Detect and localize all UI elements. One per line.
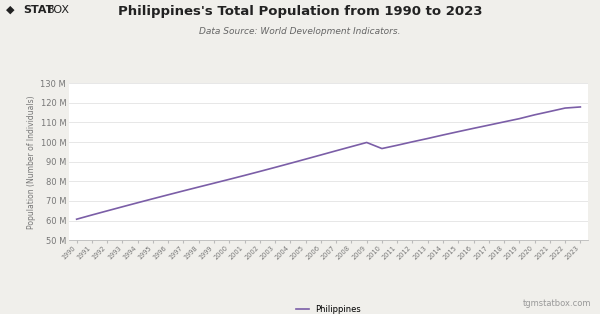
Philippines (546, 110, 553, 113)
Text: ◆: ◆ (6, 5, 14, 15)
Philippines (180, 189, 187, 193)
Philippines (271, 165, 278, 169)
Philippines (73, 217, 80, 221)
Philippines (485, 123, 493, 127)
Philippines (241, 174, 248, 177)
Line: Philippines: Philippines (77, 107, 580, 219)
Philippines (302, 157, 309, 161)
Philippines (470, 127, 477, 130)
Philippines (287, 161, 294, 165)
Philippines (211, 181, 218, 185)
Text: STAT: STAT (23, 5, 53, 15)
Text: tgmstatbox.com: tgmstatbox.com (523, 299, 591, 308)
Philippines (134, 201, 141, 205)
Philippines (562, 106, 569, 110)
Philippines (348, 145, 355, 149)
Philippines (531, 113, 538, 117)
Text: Data Source: World Development Indicators.: Data Source: World Development Indicator… (199, 27, 401, 36)
Text: BOX: BOX (47, 5, 70, 15)
Philippines (455, 130, 462, 133)
Philippines (379, 147, 386, 150)
Y-axis label: Population (Number of Individuals): Population (Number of Individuals) (28, 95, 37, 229)
Philippines (317, 153, 325, 157)
Philippines (409, 140, 416, 144)
Text: Philippines's Total Population from 1990 to 2023: Philippines's Total Population from 1990… (118, 5, 482, 18)
Philippines (119, 205, 126, 209)
Philippines (439, 133, 446, 137)
Legend: Philippines: Philippines (293, 302, 364, 314)
Philippines (256, 170, 263, 173)
Philippines (195, 185, 202, 189)
Philippines (500, 120, 508, 124)
Philippines (394, 143, 401, 147)
Philippines (332, 149, 340, 153)
Philippines (363, 141, 370, 144)
Philippines (226, 177, 233, 181)
Philippines (149, 197, 157, 201)
Philippines (104, 209, 111, 213)
Philippines (516, 117, 523, 121)
Philippines (88, 213, 95, 217)
Philippines (164, 193, 172, 197)
Philippines (577, 105, 584, 109)
Philippines (424, 137, 431, 140)
